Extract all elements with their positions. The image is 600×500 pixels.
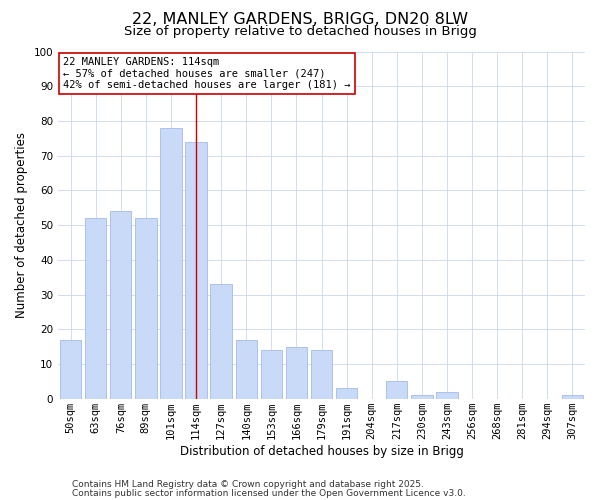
Bar — [60, 340, 81, 398]
Bar — [236, 340, 257, 398]
Text: 22, MANLEY GARDENS, BRIGG, DN20 8LW: 22, MANLEY GARDENS, BRIGG, DN20 8LW — [132, 12, 468, 28]
Bar — [135, 218, 157, 398]
Text: Size of property relative to detached houses in Brigg: Size of property relative to detached ho… — [124, 25, 476, 38]
Bar — [110, 211, 131, 398]
Bar — [85, 218, 106, 398]
Text: 22 MANLEY GARDENS: 114sqm
← 57% of detached houses are smaller (247)
42% of semi: 22 MANLEY GARDENS: 114sqm ← 57% of detac… — [64, 56, 351, 90]
Text: Contains public sector information licensed under the Open Government Licence v3: Contains public sector information licen… — [72, 488, 466, 498]
Bar — [386, 382, 407, 398]
Bar — [311, 350, 332, 399]
Y-axis label: Number of detached properties: Number of detached properties — [15, 132, 28, 318]
Bar — [185, 142, 207, 399]
Bar — [411, 395, 433, 398]
Bar — [436, 392, 458, 398]
Bar — [160, 128, 182, 398]
X-axis label: Distribution of detached houses by size in Brigg: Distribution of detached houses by size … — [179, 444, 463, 458]
Text: Contains HM Land Registry data © Crown copyright and database right 2025.: Contains HM Land Registry data © Crown c… — [72, 480, 424, 489]
Bar — [336, 388, 357, 398]
Bar — [260, 350, 282, 399]
Bar — [286, 346, 307, 399]
Bar — [211, 284, 232, 399]
Bar — [562, 395, 583, 398]
